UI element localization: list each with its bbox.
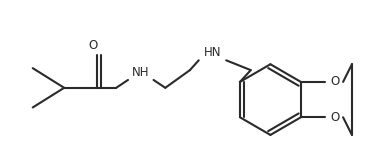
Text: NH: NH: [132, 66, 150, 79]
Text: HN: HN: [204, 46, 221, 59]
Text: O: O: [88, 39, 97, 52]
Text: O: O: [330, 111, 340, 124]
Text: O: O: [330, 75, 340, 88]
